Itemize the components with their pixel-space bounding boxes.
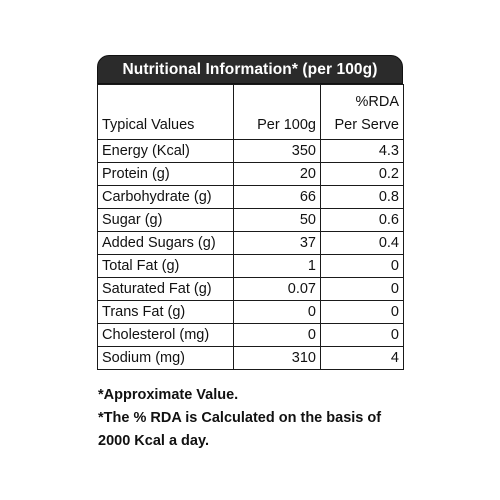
rda-value: 0 — [320, 323, 404, 347]
nutrient-name: Carbohydrate (g) — [97, 185, 234, 209]
footnotes: *Approximate Value. *The % RDA is Calcul… — [98, 384, 418, 453]
nutrition-table: Typical Values Per 100g %RDA Per Serve En… — [97, 84, 404, 370]
table-header-row: Typical Values Per 100g %RDA Per Serve — [97, 84, 404, 140]
table-row: Sodium (mg) 310 4 — [97, 346, 404, 370]
nutrient-name: Sugar (g) — [97, 208, 234, 232]
rda-value: 0.6 — [320, 208, 404, 232]
table-row: Sugar (g) 50 0.6 — [97, 208, 404, 232]
nutrient-name: Total Fat (g) — [97, 254, 234, 278]
rda-value: 4.3 — [320, 139, 404, 163]
header-rda-line1: %RDA — [355, 94, 399, 110]
per-100g-value: 350 — [233, 139, 321, 163]
rda-value: 0.4 — [320, 231, 404, 255]
rda-value: 0 — [320, 277, 404, 301]
per-100g-value: 20 — [233, 162, 321, 186]
rda-value: 0 — [320, 300, 404, 324]
footnote-rda-basis-cont: 2000 Kcal a day. — [98, 433, 209, 449]
header-rda: %RDA Per Serve — [320, 84, 404, 140]
per-100g-value: 1 — [233, 254, 321, 278]
table-row: Protein (g) 20 0.2 — [97, 162, 404, 186]
table-row: Cholesterol (mg) 0 0 — [97, 323, 404, 347]
nutrient-name: Sodium (mg) — [97, 346, 234, 370]
nutrition-title: Nutritional Information* (per 100g) — [97, 55, 403, 84]
rda-value: 0.2 — [320, 162, 404, 186]
per-100g-value: 66 — [233, 185, 321, 209]
table-row: Trans Fat (g) 0 0 — [97, 300, 404, 324]
per-100g-value: 37 — [233, 231, 321, 255]
per-100g-value: 310 — [233, 346, 321, 370]
per-100g-value: 50 — [233, 208, 321, 232]
header-per-100g: Per 100g — [233, 84, 321, 140]
nutrient-name: Cholesterol (mg) — [97, 323, 234, 347]
rda-value: 0 — [320, 254, 404, 278]
rda-value: 4 — [320, 346, 404, 370]
header-typical-values: Typical Values — [97, 84, 234, 140]
header-rda-line2: Per Serve — [334, 117, 399, 133]
table-row: Energy (Kcal) 350 4.3 — [97, 139, 404, 163]
nutrient-name: Saturated Fat (g) — [97, 277, 234, 301]
footnote-rda-basis: *The % RDA is Calculated on the basis of — [98, 410, 382, 426]
table-row: Carbohydrate (g) 66 0.8 — [97, 185, 404, 209]
table-row: Saturated Fat (g) 0.07 0 — [97, 277, 404, 301]
nutrient-name: Protein (g) — [97, 162, 234, 186]
table-row: Total Fat (g) 1 0 — [97, 254, 404, 278]
footnote-approximate: *Approximate Value. — [98, 387, 239, 403]
rda-value: 0.8 — [320, 185, 404, 209]
per-100g-value: 0.07 — [233, 277, 321, 301]
nutrient-name: Energy (Kcal) — [97, 139, 234, 163]
nutrition-panel: Nutritional Information* (per 100g) Typi… — [97, 55, 404, 370]
per-100g-value: 0 — [233, 300, 321, 324]
nutrient-name: Added Sugars (g) — [97, 231, 234, 255]
per-100g-value: 0 — [233, 323, 321, 347]
table-row: Added Sugars (g) 37 0.4 — [97, 231, 404, 255]
nutrient-name: Trans Fat (g) — [97, 300, 234, 324]
